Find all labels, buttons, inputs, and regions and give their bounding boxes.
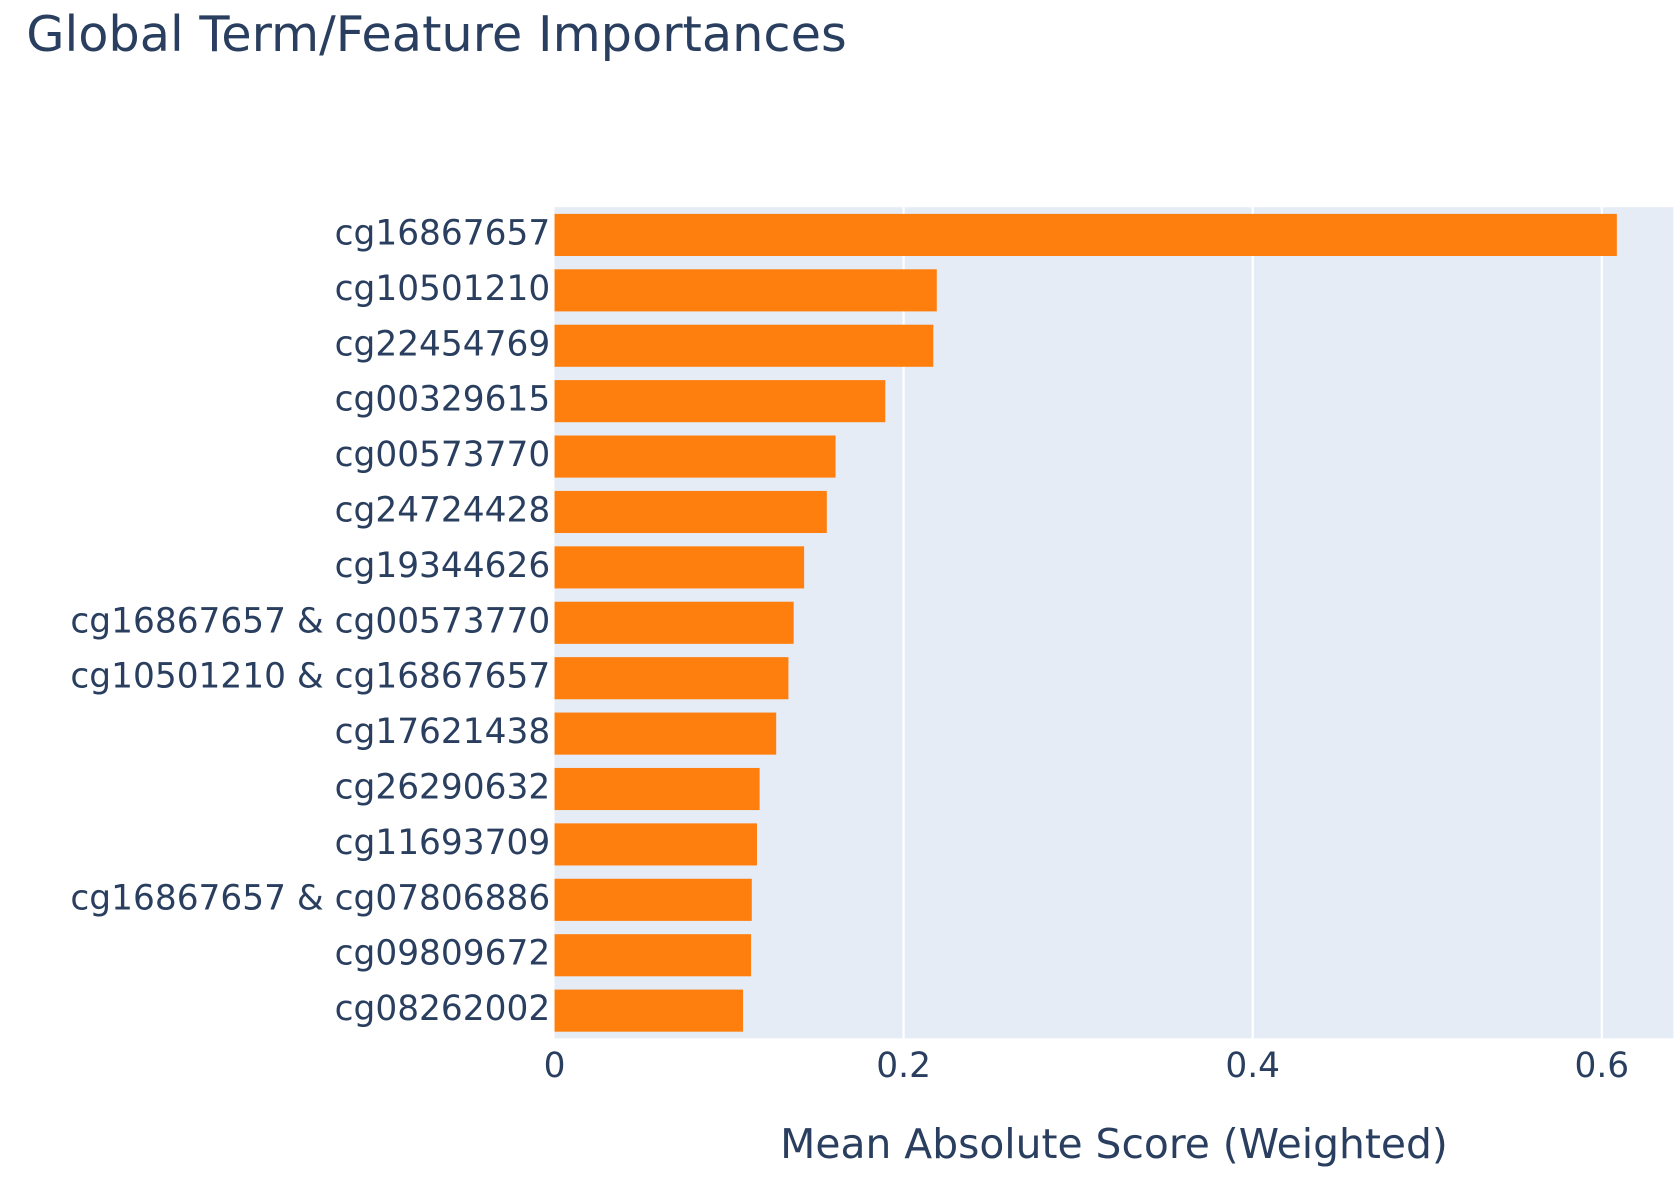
y-tick-label: cg17621438 bbox=[335, 712, 551, 752]
bar bbox=[554, 269, 937, 312]
bar bbox=[554, 823, 758, 866]
y-tick-label: cg16867657 bbox=[335, 213, 551, 253]
y-tick-label: cg22454769 bbox=[335, 324, 551, 364]
x-tick-label: 0 bbox=[544, 1046, 566, 1086]
bar bbox=[554, 767, 760, 811]
bar bbox=[554, 324, 934, 367]
y-tick-label: cg24724428 bbox=[335, 490, 551, 530]
x-tick-label: 0.4 bbox=[1225, 1046, 1280, 1086]
y-tick-label: cg09809672 bbox=[335, 934, 551, 974]
y-tick-label: cg10501210 & cg16867657 bbox=[70, 657, 550, 697]
bar bbox=[554, 934, 752, 977]
x-tick-label: 0.2 bbox=[876, 1046, 931, 1086]
bar bbox=[554, 380, 886, 423]
x-axis-title: Mean Absolute Score (Weighted) bbox=[780, 1120, 1448, 1168]
y-tick-label: cg19344626 bbox=[335, 546, 551, 586]
y-tick-label: cg11693709 bbox=[335, 823, 551, 863]
chart-title: Global Term/Feature Importances bbox=[26, 5, 846, 63]
bar bbox=[554, 657, 789, 700]
bar bbox=[554, 601, 794, 644]
y-tick-label: cg26290632 bbox=[335, 768, 551, 808]
bar bbox=[554, 213, 1617, 256]
x-tick-label: 0.6 bbox=[1574, 1046, 1629, 1086]
y-tick-label: cg16867657 & cg00573770 bbox=[70, 601, 550, 641]
bar bbox=[554, 712, 777, 755]
bar bbox=[554, 490, 827, 534]
y-tick-label: cg08262002 bbox=[335, 989, 551, 1029]
bar bbox=[554, 435, 836, 478]
y-tick-label: cg10501210 bbox=[335, 269, 551, 309]
bar bbox=[554, 878, 752, 921]
bar bbox=[554, 546, 805, 589]
y-tick-label: cg00573770 bbox=[335, 435, 551, 475]
y-tick-label: cg16867657 & cg07806886 bbox=[70, 878, 550, 918]
y-tick-label: cg00329615 bbox=[335, 380, 551, 420]
bar bbox=[554, 989, 744, 1032]
